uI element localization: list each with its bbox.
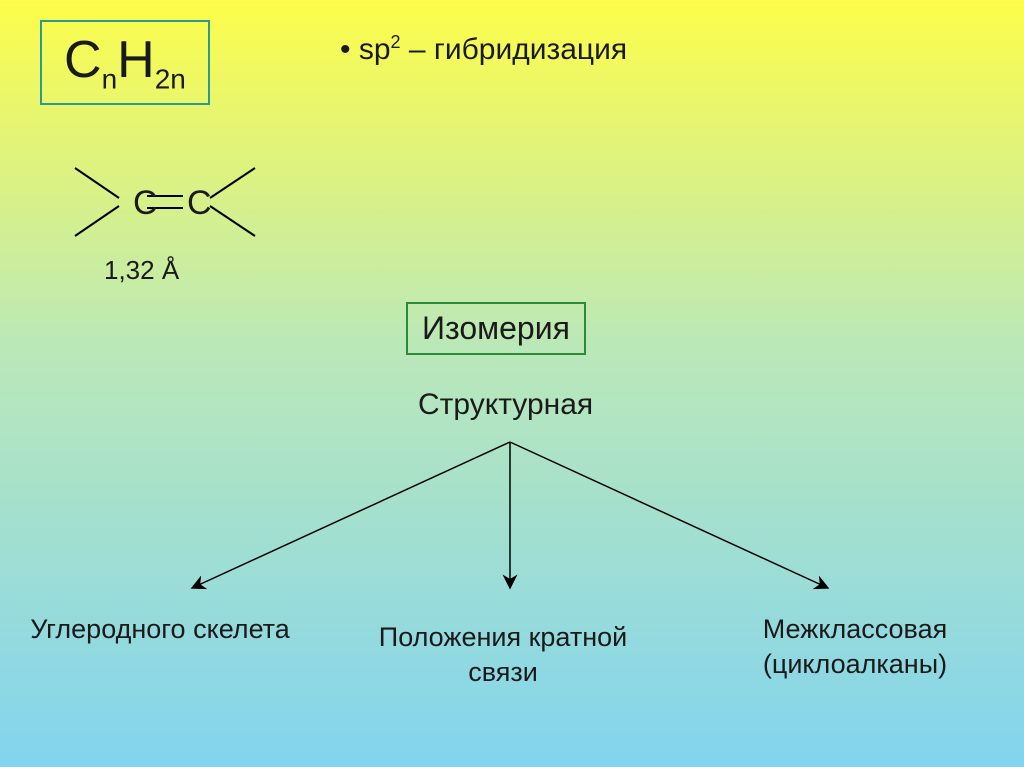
bullet-suffix: – гибридизация — [401, 33, 628, 66]
branch-mid-line1: Положения кратной — [379, 622, 627, 652]
isomeria-label: Изомерия — [422, 310, 570, 346]
formula-sub-n: n — [102, 63, 118, 94]
general-formula-box: CnH2n — [40, 20, 210, 105]
branch-left-line1: Углеродного скелета — [30, 614, 290, 644]
branch-bond-position: Положения кратной связи — [338, 620, 668, 690]
branch-mid-line2: связи — [468, 657, 538, 687]
structural-label: Структурная — [418, 388, 593, 422]
isomeria-box: Изомерия — [406, 302, 586, 355]
branch-right-line2: (циклоалканы) — [763, 649, 947, 679]
branch-carbon-skeleton: Углеродного скелета — [10, 612, 310, 647]
formula-c: C — [64, 31, 102, 89]
bullet-sup: 2 — [391, 32, 401, 52]
double-bond-diagram: C C — [55, 150, 275, 260]
svg-text:C: C — [133, 184, 158, 222]
branch-right-line1: Межклассовая — [763, 614, 947, 644]
formula-h: H — [117, 31, 155, 89]
formula-sub-2n: 2n — [155, 63, 186, 94]
bullet-prefix: • sp — [340, 33, 391, 66]
bond-length-label: 1,32 Å — [104, 255, 179, 286]
hybridization-bullet: • sp2 – гибридизация — [340, 32, 627, 67]
svg-text:C: C — [187, 184, 212, 222]
branch-interclass: Межклассовая (циклоалканы) — [700, 612, 1010, 682]
